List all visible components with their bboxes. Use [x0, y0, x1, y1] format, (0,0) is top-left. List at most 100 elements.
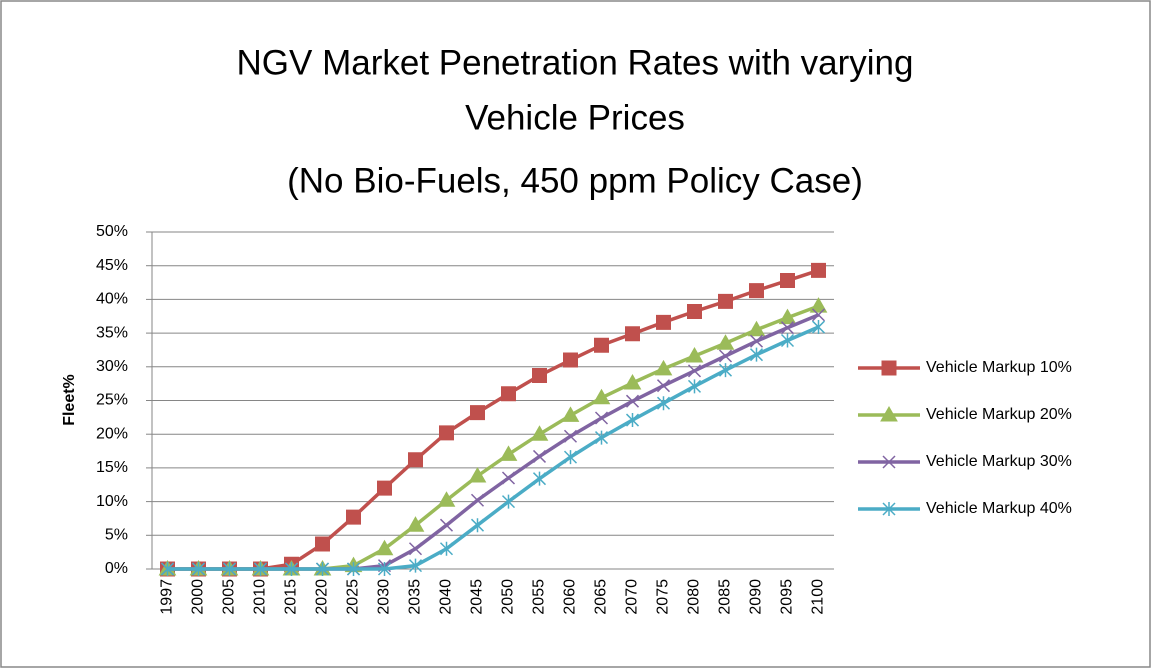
x-tick-label: 2075 [655, 579, 672, 615]
marker [253, 562, 268, 576]
legend-label: Vehicle Markup 20% [926, 406, 1072, 423]
marker [563, 352, 578, 368]
y-tick-label: 20% [96, 425, 128, 442]
marker [656, 379, 671, 393]
marker [811, 308, 826, 322]
x-tick-label: 1997 [159, 579, 176, 615]
y-tick-label: 25% [96, 392, 128, 409]
marker [811, 320, 826, 335]
marker [625, 326, 640, 342]
marker [718, 293, 733, 309]
chart-title: Vehicle Prices [465, 98, 685, 137]
marker [532, 368, 547, 384]
marker [532, 471, 547, 486]
marker [160, 562, 175, 576]
y-tick-label: 0% [105, 560, 128, 577]
marker [315, 536, 330, 552]
x-tick-label: 2055 [531, 579, 548, 615]
marker [780, 321, 795, 335]
marker [346, 562, 361, 576]
marker [468, 466, 487, 483]
series-line [167, 325, 820, 571]
marker [718, 349, 733, 363]
marker [499, 445, 518, 461]
x-tick-label: 2050 [500, 579, 517, 615]
marker [408, 558, 423, 573]
series-line [167, 268, 820, 571]
marker [780, 273, 795, 289]
marker [501, 494, 516, 509]
legend-label: Vehicle Markup 40% [926, 500, 1072, 517]
marker [749, 334, 764, 348]
marker [470, 405, 485, 421]
y-tick-label: 35% [96, 324, 128, 341]
marker [687, 304, 702, 320]
marker [809, 297, 828, 313]
marker [880, 405, 898, 422]
marker [882, 455, 896, 469]
marker [625, 394, 640, 408]
marker [881, 360, 897, 376]
marker [882, 502, 896, 516]
marker [749, 347, 764, 362]
chart-title: NGV Market Penetration Rates with varyin… [237, 43, 914, 82]
x-tick-label: 2100 [810, 579, 827, 615]
marker [656, 314, 671, 330]
x-tick-label: 2060 [562, 579, 579, 615]
marker [501, 471, 516, 485]
marker [346, 509, 361, 525]
marker [561, 406, 580, 422]
chart-title: (No Bio-Fuels, 450 ppm Policy Case) [287, 161, 863, 200]
marker [654, 359, 673, 376]
marker [687, 364, 702, 378]
marker [439, 518, 454, 532]
x-tick-label: 2005 [221, 579, 238, 615]
marker [716, 334, 735, 350]
x-tick-label: 2000 [190, 579, 207, 615]
marker [408, 452, 423, 468]
y-tick-label: 40% [96, 291, 128, 308]
x-tick-label: 2020 [314, 579, 331, 615]
marker [747, 320, 766, 337]
marker [530, 425, 549, 441]
y-tick-label: 5% [105, 527, 128, 544]
marker [532, 449, 547, 463]
x-tick-label: 2085 [717, 579, 734, 615]
x-tick-label: 2045 [469, 579, 486, 615]
marker [623, 373, 642, 390]
marker [563, 450, 578, 465]
marker [284, 562, 299, 576]
marker [470, 493, 485, 507]
marker [437, 491, 456, 507]
marker [778, 308, 797, 325]
marker [718, 363, 733, 378]
y-tick-label: 50% [96, 223, 128, 240]
y-tick-label: 45% [96, 257, 128, 274]
marker [625, 413, 640, 428]
x-tick-label: 2070 [624, 579, 641, 615]
marker [377, 480, 392, 496]
marker [749, 283, 764, 299]
marker [685, 347, 704, 363]
x-tick-label: 2030 [376, 579, 393, 615]
marker [470, 518, 485, 533]
marker [377, 562, 392, 576]
marker [811, 262, 826, 278]
x-tick-label: 2065 [593, 579, 610, 615]
y-axis-label: Fleet% [61, 374, 78, 426]
marker [439, 541, 454, 556]
marker [408, 542, 423, 556]
x-tick-label: 2090 [748, 579, 765, 615]
marker [563, 429, 578, 443]
y-tick-label: 15% [96, 459, 128, 476]
marker [191, 562, 206, 576]
x-tick-label: 2040 [438, 579, 455, 615]
y-tick-label: 10% [96, 493, 128, 510]
marker [780, 333, 795, 348]
x-tick-label: 2095 [779, 579, 796, 615]
marker [594, 337, 609, 353]
marker [315, 562, 330, 576]
x-tick-label: 2015 [283, 579, 300, 615]
